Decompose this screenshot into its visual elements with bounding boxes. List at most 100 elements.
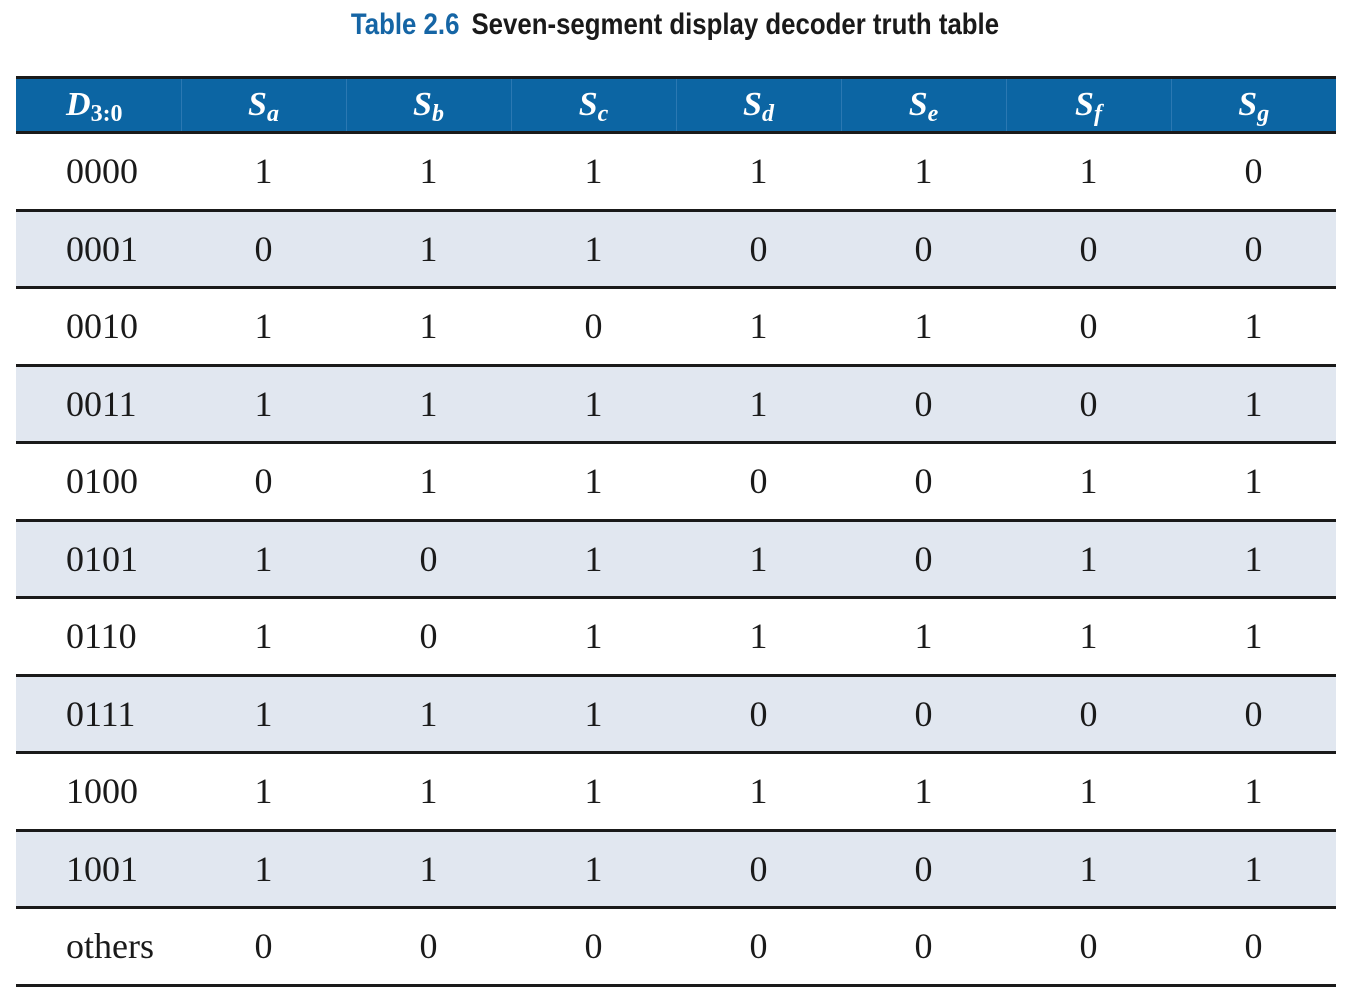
segment-output-cell: 0 [584,926,603,967]
header-sf: Sf [1006,77,1172,133]
segment-output-cell: 1 [419,151,438,192]
segment-output-cell: 1 [749,306,768,347]
segment-output-cell: 1 [419,693,438,734]
segment-output-cell: 0 [1244,151,1263,192]
segment-output-cell: 0 [419,616,438,657]
segment-output-cell: 1 [1079,538,1098,579]
segment-output-cell: 0 [914,461,933,502]
header-sf-base: S [1075,86,1094,123]
input-value-cell: 0111 [66,693,136,734]
segment-output-cell: 0 [914,848,933,889]
header-sg-base: S [1238,86,1258,123]
segment-output-cell: 0 [584,306,603,347]
header-sd: Sd [676,77,842,133]
segment-output-cell: 1 [749,616,768,657]
input-value-cell: 0011 [66,383,137,424]
header-sa-base: S [248,86,267,123]
table-row: 0001 0 1 1 0 0 0 0 [16,210,1336,288]
input-value-cell: 0100 [66,461,138,502]
input-value-cell: 1001 [66,848,138,889]
header-se-base: S [908,86,928,123]
header-d-base: D [66,86,91,123]
segment-output-cell: 1 [1244,538,1263,579]
segment-output-cell: 1 [584,848,603,889]
segment-output-cell: 1 [914,151,933,192]
segment-output-cell: 1 [1079,461,1098,502]
segment-output-cell: 1 [1244,383,1263,424]
header-sa: Sa [181,77,347,133]
segment-output-cell: 0 [749,926,768,967]
table-number: Table 2.6 [350,8,460,41]
segment-output-cell: 0 [1079,306,1098,347]
header-sb: Sb [346,77,512,133]
table-row: others 0 0 0 0 0 0 0 [16,908,1336,985]
segment-output-cell: 1 [1244,306,1263,347]
segment-output-cell: 1 [1244,771,1263,812]
segment-output-cell: 1 [419,461,438,502]
segment-output-cell: 1 [1079,616,1098,657]
table-body: 0000 1 1 1 1 1 1 0 0001 0 1 1 0 0 0 0 0010 1 1 0 1 1 0 1 0011 1 1 1… [16,133,1336,985]
table-row: 1000 1 1 1 1 1 1 1 [16,753,1336,830]
table-title: Seven-segment display decoder truth tabl… [471,8,1000,41]
segment-output-cell: 1 [584,228,603,269]
header-sc-sub: c [597,101,609,127]
input-value-cell: 0000 [66,151,138,192]
segment-output-cell: 0 [1079,926,1098,967]
segment-output-cell: 1 [1244,461,1263,502]
segment-output-cell: 1 [584,771,603,812]
header-se-sub: e [927,101,939,127]
table-row: 0000 1 1 1 1 1 1 0 [16,133,1336,210]
table-row: 1001 1 1 1 0 0 1 1 [16,830,1336,908]
header-sd-base: S [743,86,762,123]
segment-output-cell: 0 [914,538,933,579]
segment-output-cell: 0 [749,693,768,734]
table-row: 0111 1 1 1 0 0 0 0 [16,675,1336,753]
segment-output-cell: 0 [254,228,273,269]
segment-output-cell: 0 [254,926,273,967]
segment-output-cell: 1 [584,151,603,192]
table-header: D3:0 Sa Sb Sc Sd Se Sf Sg [16,77,1336,133]
header-sb-sub: b [431,101,444,127]
table-row: 0110 1 0 1 1 1 1 1 [16,598,1336,675]
segment-output-cell: 0 [1079,228,1098,269]
segment-output-cell: 1 [254,306,273,347]
segment-output-cell: 1 [254,616,273,657]
segment-output-cell: 1 [749,538,768,579]
table-row: 0010 1 1 0 1 1 0 1 [16,288,1336,365]
input-value-cell: 0010 [66,306,138,347]
segment-output-cell: 1 [254,848,273,889]
segment-output-cell: 1 [254,693,273,734]
table-row: 0101 1 0 1 1 0 1 1 [16,520,1336,598]
header-sc-base: S [578,86,598,123]
segment-output-cell: 1 [749,771,768,812]
segment-output-cell: 0 [419,926,438,967]
segment-output-cell: 0 [254,461,273,502]
segment-output-cell: 0 [1079,383,1098,424]
input-value-cell: others [66,926,154,967]
segment-output-cell: 1 [419,306,438,347]
segment-output-cell: 1 [749,151,768,192]
segment-output-cell: 1 [749,383,768,424]
table-caption: Table 2.6 Seven-segment display decoder t… [95,8,1256,42]
segment-output-cell: 0 [1244,926,1263,967]
segment-output-cell: 0 [914,926,933,967]
header-d-sub: 3:0 [90,101,123,127]
input-value-cell: 0110 [66,616,137,657]
header-sa-sub: a [266,101,279,127]
segment-output-cell: 1 [584,693,603,734]
table-row: 0011 1 1 1 1 0 0 1 [16,365,1336,443]
segment-output-cell: 0 [749,228,768,269]
segment-output-cell: 0 [1244,228,1263,269]
header-sb-base: S [413,86,432,123]
input-value-cell: 1000 [66,771,138,812]
segment-output-cell: 1 [914,771,933,812]
segment-output-cell: 1 [419,383,438,424]
header-sg-sub: g [1257,101,1270,127]
segment-output-cell: 1 [1244,616,1263,657]
segment-output-cell: 1 [584,616,603,657]
segment-output-cell: 0 [749,461,768,502]
segment-output-cell: 1 [1079,151,1098,192]
header-sg: Sg [1171,78,1336,133]
segment-output-cell: 1 [419,848,438,889]
segment-output-cell: 1 [254,151,273,192]
